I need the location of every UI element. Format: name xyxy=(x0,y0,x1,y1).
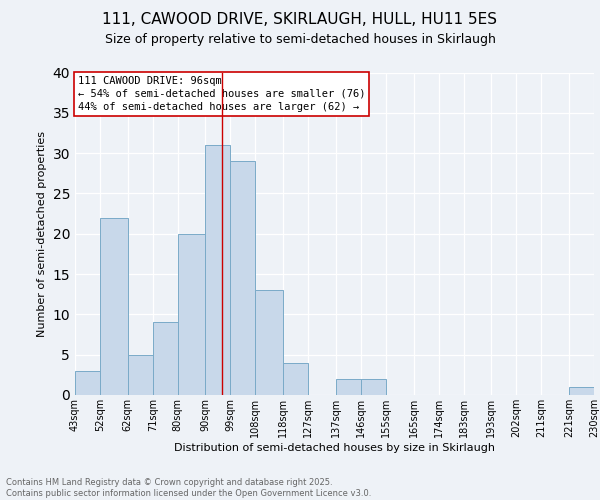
X-axis label: Distribution of semi-detached houses by size in Skirlaugh: Distribution of semi-detached houses by … xyxy=(174,442,495,452)
Text: 111, CAWOOD DRIVE, SKIRLAUGH, HULL, HU11 5ES: 111, CAWOOD DRIVE, SKIRLAUGH, HULL, HU11… xyxy=(103,12,497,28)
Bar xyxy=(178,234,205,395)
Bar xyxy=(569,387,594,395)
Text: 111 CAWOOD DRIVE: 96sqm
← 54% of semi-detached houses are smaller (76)
44% of se: 111 CAWOOD DRIVE: 96sqm ← 54% of semi-de… xyxy=(77,76,365,112)
Bar xyxy=(256,290,283,395)
Bar xyxy=(361,379,386,395)
Bar xyxy=(153,322,178,395)
Bar xyxy=(336,379,361,395)
Y-axis label: Number of semi-detached properties: Number of semi-detached properties xyxy=(37,130,47,337)
Text: Size of property relative to semi-detached houses in Skirlaugh: Size of property relative to semi-detach… xyxy=(104,32,496,46)
Bar xyxy=(230,161,256,395)
Bar xyxy=(128,354,153,395)
Bar xyxy=(283,363,308,395)
Bar xyxy=(75,371,100,395)
Bar xyxy=(205,145,230,395)
Bar xyxy=(100,218,128,395)
Text: Contains HM Land Registry data © Crown copyright and database right 2025.
Contai: Contains HM Land Registry data © Crown c… xyxy=(6,478,371,498)
